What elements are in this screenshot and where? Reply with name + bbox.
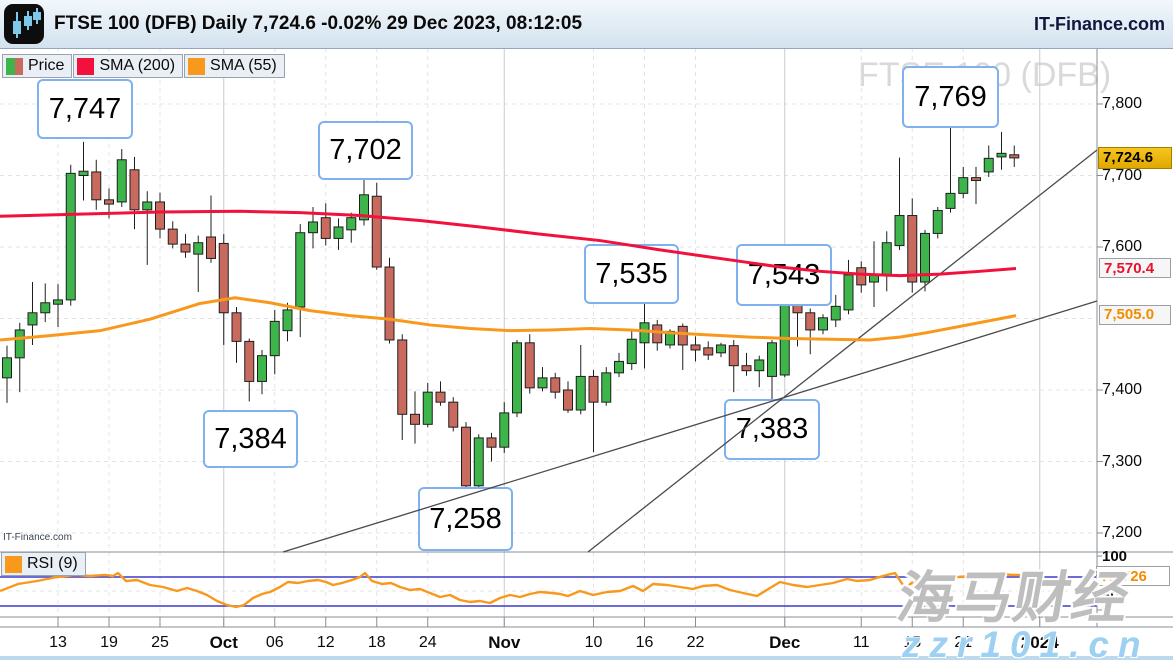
brand-link[interactable]: IT-Finance.com (1033, 14, 1165, 34)
x-axis-label: Dec (769, 633, 801, 652)
x-axis-label: Nov (488, 633, 521, 652)
y-axis-label: 7,300 (1102, 452, 1143, 470)
rsi-legend: RSI (9) (1, 552, 86, 576)
price-swatch-icon (6, 57, 23, 75)
y-axis-label: 7,200 (1102, 524, 1143, 541)
legend-rsi-label: RSI (9) (27, 555, 78, 572)
x-axis-label: 18 (367, 634, 386, 651)
x-axis-label: 25 (151, 634, 169, 651)
legend-sma200-label: SMA (200) (99, 57, 176, 74)
x-axis-label: 24 (418, 634, 437, 651)
rsi-value-badge: 72.726 (1096, 566, 1170, 586)
x-axis-label: 16 (635, 634, 654, 651)
bottom-edge (0, 656, 1173, 660)
title-bar: FTSE 100 (DFB) Daily 7,724.6 -0.02% 29 D… (0, 0, 1173, 49)
price-callout: 7,769 (902, 66, 999, 128)
y-axis-label: 7,800 (1102, 95, 1143, 112)
rsi-swatch-icon (5, 555, 22, 573)
x-axis-label: Oct (209, 633, 238, 652)
x-axis-label: 19 (100, 634, 118, 651)
site-watermark-small: IT-Finance.com (3, 532, 72, 543)
rsi-axis-label: 100 (1102, 548, 1128, 565)
x-axis-label: 12 (316, 634, 335, 651)
x-axis-label: 06 (265, 634, 284, 651)
price-callout: 7,383 (724, 399, 820, 460)
price-callout: 7,702 (318, 121, 413, 180)
x-axis-label: 2024 (1020, 633, 1059, 652)
rsi-axis-label: 0 (1102, 602, 1111, 619)
legend-item-rsi[interactable]: RSI (9) (1, 552, 86, 576)
x-axis-label: 15 (903, 634, 922, 651)
legend-item-sma55[interactable]: SMA (55) (184, 54, 285, 78)
price-callout: 7,258 (418, 487, 513, 551)
sma200-value-badge: 7,570.4 (1099, 258, 1171, 279)
x-axis-label: 13 (49, 634, 67, 651)
x-axis-label: 22 (686, 634, 705, 651)
price-callout: 7,384 (203, 410, 298, 468)
sma200-swatch-icon (77, 57, 95, 75)
legend-item-sma200[interactable]: SMA (200) (73, 54, 184, 78)
legend-sma55-label: SMA (55) (210, 57, 277, 74)
legend-price-label: Price (28, 57, 65, 74)
sma55-swatch-icon (188, 57, 206, 75)
sma55-value-badge: 7,505.0 (1099, 304, 1171, 325)
rsi-axis-label: 50 (1102, 588, 1119, 605)
last-price-badge: 7,724.6 (1098, 146, 1172, 169)
page-title: FTSE 100 (DFB) Daily 7,724.6 -0.02% 29 D… (54, 13, 583, 34)
x-axis-label: 21 (954, 634, 973, 651)
y-axis-label: 7,400 (1102, 381, 1143, 398)
cn-watermark: 海马财经 (892, 566, 1136, 629)
x-axis-label: 10 (584, 634, 603, 651)
cn-url-watermark: zzr101.cn (902, 624, 1150, 660)
price-callout: 7,747 (37, 79, 133, 139)
x-axis-label: 11 (852, 634, 870, 651)
y-axis-label: 7,600 (1102, 238, 1143, 255)
legend-item-price[interactable]: Price (2, 54, 73, 78)
app-icon[interactable] (4, 4, 44, 44)
y-axis-label: 7,700 (1102, 166, 1143, 184)
main-legend: Price SMA (200) SMA (55) (2, 54, 285, 78)
